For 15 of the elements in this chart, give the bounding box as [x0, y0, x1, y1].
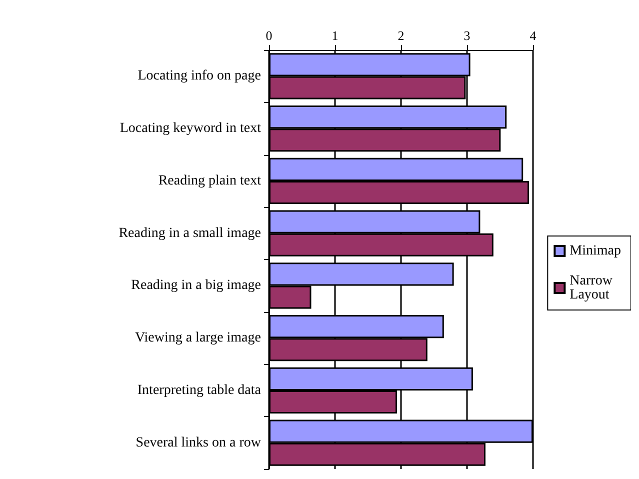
y-tick-label: Locating keyword in text: [120, 121, 262, 136]
y-tick-label: Interpreting table data: [137, 382, 262, 398]
y-tick-label: Viewing a large image: [134, 330, 261, 346]
x-tick-label: 0: [266, 28, 272, 43]
y-tick-label: Several links on a row: [136, 435, 262, 450]
x-tick-label: 3: [464, 28, 470, 43]
x-tick-label: 2: [398, 28, 404, 43]
y-tick-label: Reading plain text: [158, 173, 262, 188]
legend-label: Narrow Layout: [570, 274, 616, 302]
x-tick-label: 1: [332, 28, 338, 43]
y-tick-label: Reading in a small image: [118, 226, 261, 241]
x-tick-label: 4: [530, 28, 537, 43]
legend-label: Minimap: [570, 244, 622, 258]
y-tick-label: Reading in a big image: [131, 278, 261, 294]
y-tick-label: Locating info on page: [138, 68, 261, 84]
